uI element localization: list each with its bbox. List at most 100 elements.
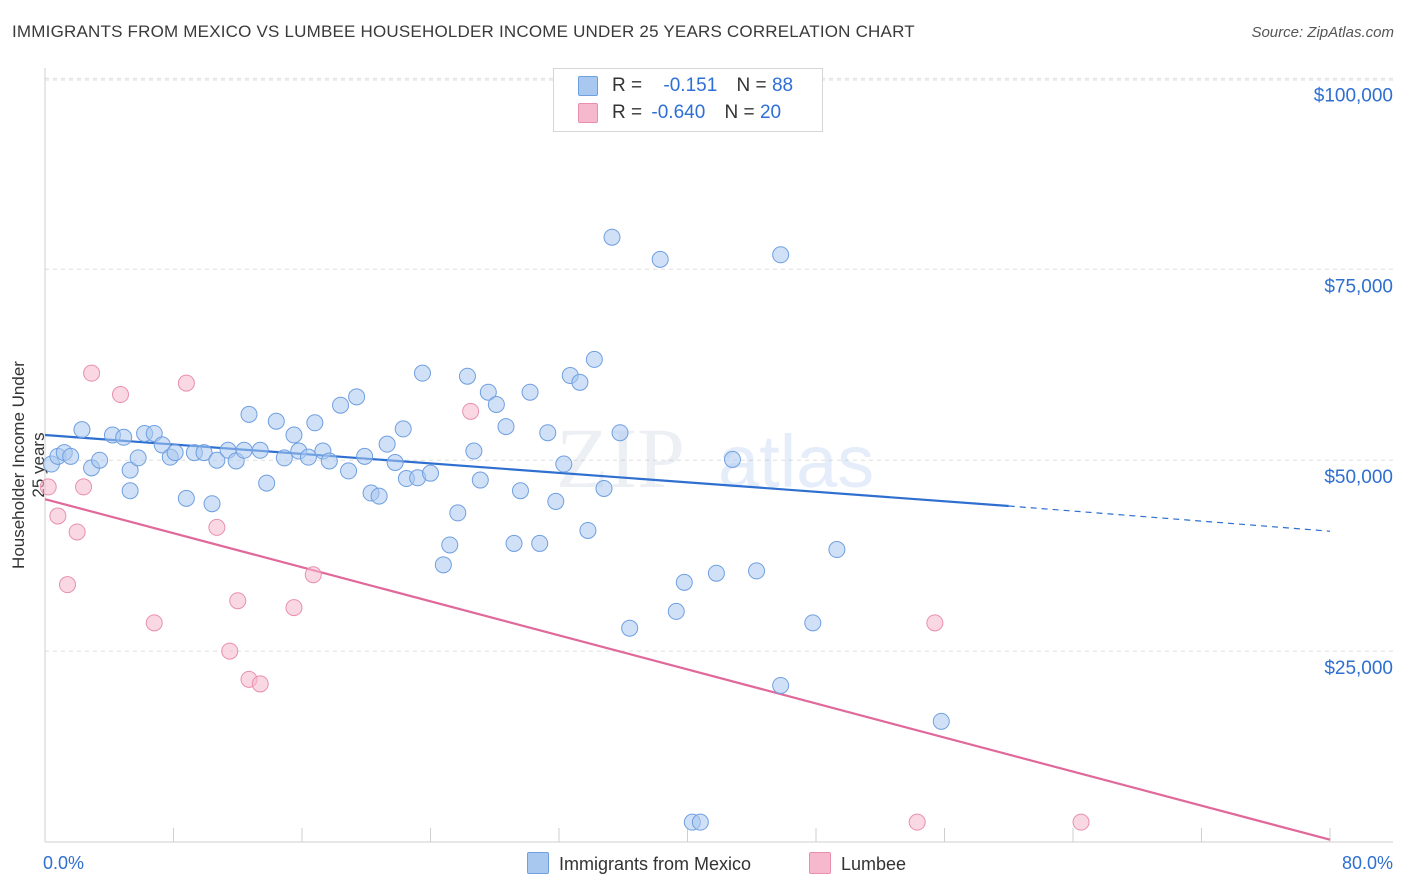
point-mexico (547, 492, 565, 510)
point-mexico (511, 482, 529, 500)
n-label: N = (724, 102, 755, 123)
point-lumbee (285, 599, 303, 617)
point-mexico (465, 442, 483, 460)
point-lumbee (208, 518, 226, 536)
point-mexico (166, 444, 184, 462)
n-value: 20 (759, 102, 782, 123)
point-mexico (121, 482, 139, 500)
point-lumbee (462, 402, 480, 420)
point-mexico (828, 541, 846, 559)
point-mexico (422, 464, 439, 482)
point-mexico (235, 441, 253, 459)
point-mexico (240, 405, 258, 423)
r-value: -0.640 (651, 102, 706, 123)
r-label: R = (612, 102, 643, 123)
point-mexico (320, 452, 338, 470)
mexico-swatch (578, 76, 598, 96)
point-mexico (62, 447, 80, 465)
point-mexico (723, 450, 741, 468)
point-lumbee (221, 642, 239, 660)
axes (44, 68, 1393, 843)
point-mexico (531, 534, 549, 552)
point-lumbee (908, 813, 926, 831)
y-tick-label: $75,000 (1324, 276, 1393, 297)
lumbee-swatch (578, 103, 598, 123)
y-tick-label: $25,000 (1324, 658, 1393, 679)
point-mexico (306, 414, 324, 432)
point-mexico (748, 562, 766, 580)
point-mexico (203, 495, 221, 513)
point-mexico (394, 420, 412, 438)
legend-label-lumbee: Lumbee (841, 854, 907, 874)
point-mexico (521, 383, 539, 401)
point-mexico (91, 451, 109, 469)
point-mexico (804, 614, 822, 632)
x-tick-label: 0.0% (43, 853, 84, 873)
chart-title: IMMIGRANTS FROM MEXICO VS LUMBEE HOUSEHO… (12, 22, 915, 41)
point-mexico (275, 449, 293, 467)
legend-swatch-lumbee (809, 852, 831, 874)
point-mexico (449, 504, 467, 522)
point-lumbee (83, 364, 101, 382)
y-tick-label: $100,000 (1314, 85, 1393, 106)
point-mexico (340, 462, 358, 480)
point-lumbee (145, 614, 163, 632)
point-mexico (603, 228, 621, 246)
x-tick-label: 80.0% (1342, 853, 1393, 873)
point-mexico (73, 421, 91, 439)
point-mexico (129, 449, 147, 467)
point-mexico (458, 367, 476, 385)
point-lumbee (111, 386, 129, 404)
point-mexico (348, 388, 366, 406)
point-mexico (195, 444, 213, 462)
point-mexico (505, 534, 523, 552)
point-lumbee (177, 374, 195, 392)
data-points (39, 228, 1090, 831)
point-mexico (932, 712, 950, 730)
r-label: R = (612, 75, 643, 96)
point-lumbee (58, 576, 76, 594)
point-mexico (153, 436, 171, 454)
point-lumbee (251, 675, 269, 693)
source-note: Source: ZipAtlas.com (1251, 24, 1394, 41)
point-mexico (487, 395, 505, 413)
r-value: -0.151 (663, 75, 718, 96)
point-mexico (258, 474, 276, 492)
point-mexico (386, 453, 404, 471)
point-mexico (497, 418, 515, 436)
point-mexico (434, 556, 452, 574)
point-mexico (267, 412, 285, 430)
point-mexico (707, 564, 725, 582)
point-mexico (356, 447, 374, 465)
point-mexico (585, 350, 603, 368)
point-mexico (691, 813, 709, 831)
trendline-lumbee (44, 498, 1331, 841)
point-mexico (667, 602, 685, 620)
point-mexico (441, 536, 459, 554)
point-mexico (595, 479, 613, 497)
watermark: ZIP atlas (556, 410, 874, 506)
y-tick-label: $50,000 (1324, 467, 1393, 488)
point-mexico (621, 619, 639, 637)
point-lumbee (229, 592, 247, 610)
point-mexico (675, 573, 693, 591)
point-mexico (555, 455, 573, 473)
point-lumbee (75, 478, 93, 496)
point-mexico (413, 364, 431, 382)
point-lumbee (49, 507, 67, 525)
point-mexico (772, 676, 790, 694)
point-mexico (332, 396, 350, 414)
legend-swatch-mexico (527, 852, 549, 874)
legend-label-mexico: Immigrants from Mexico (559, 854, 752, 874)
legend-item-mexico: Immigrants from Mexico (527, 852, 751, 875)
point-lumbee (926, 614, 944, 632)
point-mexico (115, 428, 133, 446)
point-lumbee (39, 478, 57, 496)
point-mexico (378, 435, 396, 453)
n-label: N = (736, 75, 767, 96)
point-mexico (299, 448, 317, 466)
point-mexico (251, 441, 269, 459)
stats-legend: R = -0.151 N = 88 R = -0.640 N = 20 (553, 68, 823, 132)
trend-lines (44, 433, 1331, 841)
